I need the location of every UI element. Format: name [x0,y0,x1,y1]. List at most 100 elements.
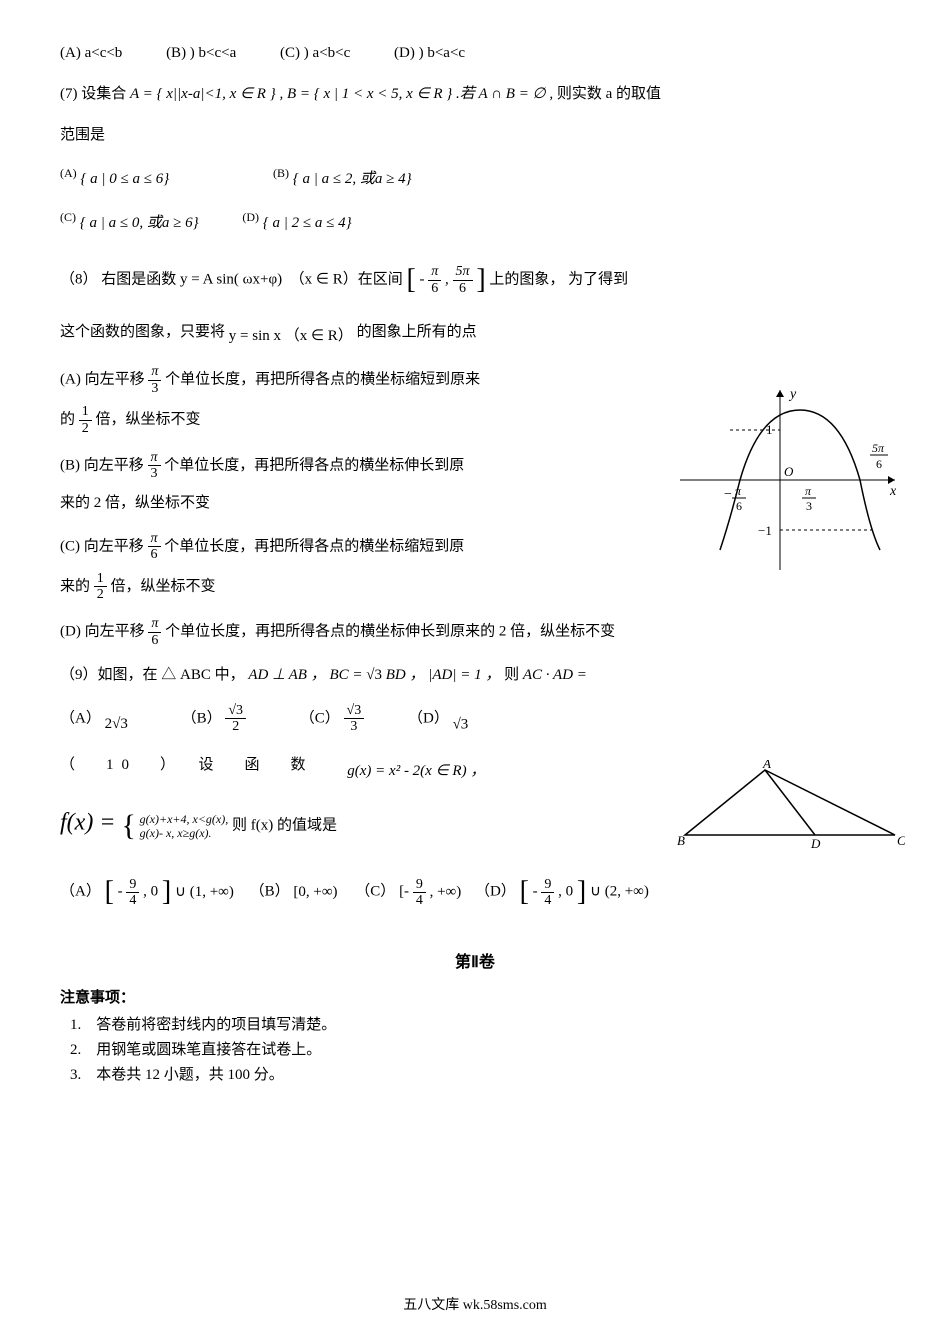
q8-optA-tail: 个单位长度，再把所得各点的横坐标缩短到原来 [165,372,480,388]
q10-line1: （ 10 ） 设 函 数 g(x) = x² - 2(x ∈ R) ， [60,752,660,785]
q10-case2: g(x)- x, x≥g(x). [140,826,229,840]
q8-optC-tail: 个单位长度，再把所得各点的横坐标缩短到原 [164,538,464,554]
q10a-neg: - [118,884,127,900]
q6-opt-c: (C) ) a<b<c [280,45,350,61]
q10d-frac: 9 4 [541,877,554,909]
y-axis-label: y [788,387,797,402]
q8-optC: (C) 向左平移 [60,538,144,554]
q8-frac1: π 6 [428,264,441,296]
q8-optA-l2a: 的 [60,412,75,428]
q7-line1: (7) 设集合 A = { x||x-a|<1, x ∈ R } , B = {… [60,81,890,108]
q9-optB-frac: √3 2 [225,703,246,735]
q9-optC-frac: √3 3 [344,703,365,735]
q10d-union: ∪ (2, +∞) [590,884,649,900]
q8-optC-half: 1 2 [94,571,107,603]
origin-label: O [784,464,794,479]
q8a-den: 3 [148,381,161,396]
section-2-title: 第Ⅱ卷 [60,948,890,972]
bracket-right: ] [476,264,485,295]
q9-stem: （9）如图，在 △ ABC 中， AD ⊥ AB ， BC = √3 BD ， … [60,662,890,689]
q7-ab-row: (A) { a | 0 ≤ a ≤ 6} (B) { a | a ≤ 2, 或a… [60,163,890,193]
triangle-figure: A B C D [675,760,905,850]
svg-text:π: π [805,484,812,498]
q10-tail: 则 f(x) 的值域是 [232,818,337,834]
q8-optA-l2: 的 1 2 倍，纵坐标不变 [60,404,620,436]
q9-g: AC · AD = [523,667,587,683]
svg-text:6: 6 [876,457,882,471]
q8-optC-l2b: 倍，纵坐标不变 [111,578,216,594]
q8-minus: - [420,272,425,288]
rbracket: ] [162,876,171,907]
q8-frac2: 5π 6 [453,264,473,296]
q8a-num: π [148,364,161,380]
q10-optC-label: （C） [355,884,395,900]
q6-opt-b: (B) ) b<c<a [166,45,236,61]
q10a-union: ∪ (1, +∞) [175,884,234,900]
q8-optB-l1: (B) 向左平移 π 3 个单位长度，再把所得各点的横坐标伸长到原 [60,450,620,482]
q10c-a: [- [399,884,413,900]
q7-c-label: (C) [60,210,76,224]
q8-optD-tail: 个单位长度，再把所得各点的横坐标伸长到原来的 2 倍，纵坐标不变 [165,624,615,640]
q6-opt-d: (D) ) b<a<c [394,45,465,61]
bracket-left: [ [406,264,415,295]
q10d-neg: - [533,884,542,900]
q8-optB-l2: 来的 2 倍，纵坐标不变 [60,490,620,517]
q8-optD: (D) 向左平移 π 6 个单位长度，再把所得各点的横坐标伸长到原来的 2 倍，… [60,616,890,648]
sine-graph: y x 1 −1 O π 6 − π 3 5π 6 [670,380,900,580]
q8-optC-l2a: 来的 [60,578,90,594]
q8c-num: π [148,531,161,547]
q10d-zero: , 0 [558,884,573,900]
half-num: 1 [79,404,92,420]
svg-text:−: − [724,487,732,502]
q9-e: |AD| = 1 ， [428,667,500,683]
q7-prefix: (7) 设集合 [60,86,130,102]
q8-optD-label: (D) 向左平移 [60,624,145,640]
q9-optC-label: （C） [300,710,340,726]
q10-cases: g(x)+x+4, x<g(x), g(x)- x, x≥g(x). [140,812,229,841]
q9-b: AD ⊥ AB ， [248,667,325,683]
c-half-den: 2 [94,587,107,602]
q7-a-label: (A) [60,166,77,180]
b-num: √3 [225,703,246,719]
svg-text:C: C [897,833,905,848]
q9-d: BD ， [386,667,425,683]
q8-optA-l2b: 倍，纵坐标不变 [96,412,201,428]
page-footer: 五八文库 wk.58sms.com [0,1294,950,1314]
q7-d-label: (D) [242,210,259,224]
q8-suffix2: 为了得到 [568,272,628,288]
q10-gdef: g(x) = x² - 2(x ∈ R) ， [347,763,485,779]
q8c-den: 6 [148,547,161,562]
q9-optA-label: （A） [60,710,101,726]
q8-optB-tail: 个单位长度，再把所得各点的横坐标伸长到原 [164,457,464,473]
notice-1: 1. 答卷前将密封线内的项目填写清楚。 [70,1013,890,1034]
c-num: √3 [344,703,365,719]
q8-optA-frac: π 3 [148,364,161,396]
q7-line2: 范围是 [60,122,890,149]
a-num: 9 [126,877,139,893]
svg-text:D: D [810,836,821,850]
notice-2: 2. 用钢笔或圆珠笔直接答在试卷上。 [70,1038,890,1059]
q8d-den: 6 [148,633,161,648]
q8-line1: （8） 右图是函数 y = A sin( ωx+φ) （x ∈ R）在区间 [ … [60,255,890,305]
d-num: 9 [541,877,554,893]
q8b-den: 3 [148,466,161,481]
q8-optB-frac: π 3 [148,450,161,482]
half-den: 2 [79,421,92,436]
rbracket2: ] [577,876,586,907]
q6-opt-a: (A) a<c<b [60,45,122,61]
svg-text:π: π [735,484,742,498]
x-axis-label: x [889,484,897,499]
q10-optA-label: （A） [60,884,101,900]
q8-frac1-den: 6 [428,281,441,296]
q7-sets: A = { x||x-a|<1, x ∈ R } , B = { x | 1 <… [130,86,553,102]
svg-text:6: 6 [736,499,742,513]
tick-neg1: −1 [758,523,772,538]
q9-c: BC = [329,667,362,683]
q7-b-text: { a | a ≤ 2, 或a ≥ 4} [293,171,412,187]
q7-cd-row: (C) { a | a ≤ 0, 或a ≥ 6} (D) { a | 2 ≤ a… [60,207,890,237]
q9-sqrt: √3 [366,667,382,683]
q8-optC-l2: 来的 1 2 倍，纵坐标不变 [60,571,620,603]
q8-suffix: 上的图象， [489,272,564,288]
q7-a-text: { a | 0 ≤ a ≤ 6} [80,171,169,187]
q8-optA: (A) 向左平移 [60,372,145,388]
